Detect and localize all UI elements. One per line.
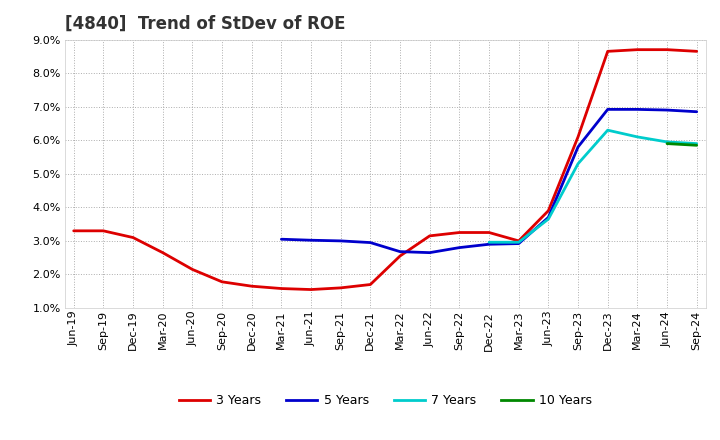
7 Years [662,139,671,145]
7 Years [514,240,523,245]
3 Years [544,208,553,213]
7 Years [544,216,553,222]
3 Years [485,230,493,235]
7 Years [633,134,642,139]
5 Years [336,238,345,244]
5 Years [544,215,553,220]
3 Years [307,287,315,292]
7 Years [574,161,582,166]
3 Years [248,283,256,289]
5 Years [514,241,523,246]
3 Years [455,230,464,235]
5 Years [396,249,405,254]
Legend: 3 Years, 5 Years, 7 Years, 10 Years: 3 Years, 5 Years, 7 Years, 10 Years [174,389,597,412]
3 Years [99,228,108,234]
3 Years [426,233,434,238]
Line: 10 Years: 10 Years [667,143,697,145]
5 Years [574,144,582,150]
5 Years [277,237,286,242]
5 Years [455,245,464,250]
5 Years [603,107,612,112]
Line: 3 Years: 3 Years [73,50,697,290]
5 Years [633,107,642,112]
3 Years [603,49,612,54]
3 Years [158,250,167,255]
Line: 5 Years: 5 Years [282,110,697,253]
3 Years [129,235,138,240]
10 Years [662,141,671,146]
3 Years [633,47,642,52]
5 Years [693,109,701,114]
3 Years [277,286,286,291]
5 Years [307,238,315,243]
5 Years [485,242,493,247]
3 Years [217,279,226,285]
3 Years [693,49,701,54]
3 Years [514,238,523,244]
7 Years [485,240,493,245]
3 Years [662,47,671,52]
3 Years [574,134,582,139]
3 Years [336,285,345,290]
Line: 7 Years: 7 Years [489,130,697,242]
5 Years [662,107,671,113]
3 Years [188,267,197,272]
3 Years [396,253,405,259]
3 Years [366,282,374,287]
7 Years [603,128,612,133]
3 Years [69,228,78,234]
10 Years [693,143,701,148]
5 Years [426,250,434,255]
7 Years [693,141,701,146]
5 Years [366,240,374,245]
Text: [4840]  Trend of StDev of ROE: [4840] Trend of StDev of ROE [65,15,346,33]
